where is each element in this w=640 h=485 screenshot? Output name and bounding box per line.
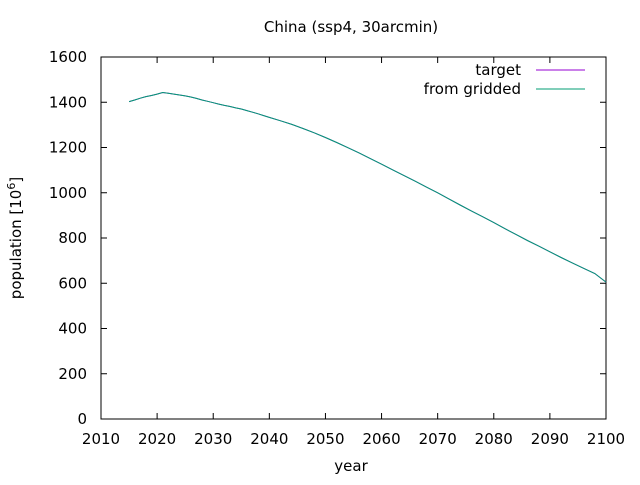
- y-axis-label-base: population [10: [7, 190, 25, 300]
- y-tick-label: 1200: [49, 139, 87, 157]
- x-tick-label: 2040: [250, 430, 288, 448]
- x-tick-label: 2070: [419, 430, 457, 448]
- chart-title: China (ssp4, 30arcmin): [264, 18, 438, 36]
- ticks-layer: 2010 2020 2030 2040 2050 2060 2070 2080 2090 2100…: [49, 48, 625, 448]
- x-tick-label: 2090: [531, 430, 569, 448]
- y-tick-label: 400: [58, 320, 87, 338]
- series-line-2: [128, 91, 607, 283]
- x-tick-label: 2030: [194, 430, 232, 448]
- x-tick-label: 2050: [306, 430, 344, 448]
- y-axis-label-superscript: 6: [5, 183, 18, 190]
- y-tick-label: 1600: [49, 48, 87, 66]
- y-tick-label: 1400: [49, 93, 87, 111]
- x-axis-label: year: [334, 457, 368, 475]
- y-axis-label: population [106]: [5, 177, 25, 299]
- y-tick-label: 0: [77, 410, 87, 428]
- legend-label-2: from gridded: [424, 80, 521, 98]
- legend-label-1: target: [475, 61, 521, 79]
- plot-frame: [100, 56, 607, 420]
- series-layer: [128, 91, 607, 283]
- x-tick-label: 2020: [138, 430, 176, 448]
- x-tick-label: 2100: [587, 430, 625, 448]
- x-tick-label: 2080: [475, 430, 513, 448]
- y-tick-label: 600: [58, 274, 87, 292]
- y-axis-label-close: ]: [7, 177, 25, 183]
- series-line-1: [128, 91, 607, 283]
- y-tick-label: 1000: [49, 184, 87, 202]
- x-tick-label: 2060: [362, 430, 400, 448]
- y-tick-label: 800: [58, 229, 87, 247]
- y-tick-label: 200: [58, 365, 87, 383]
- x-tick-label: 2010: [82, 430, 120, 448]
